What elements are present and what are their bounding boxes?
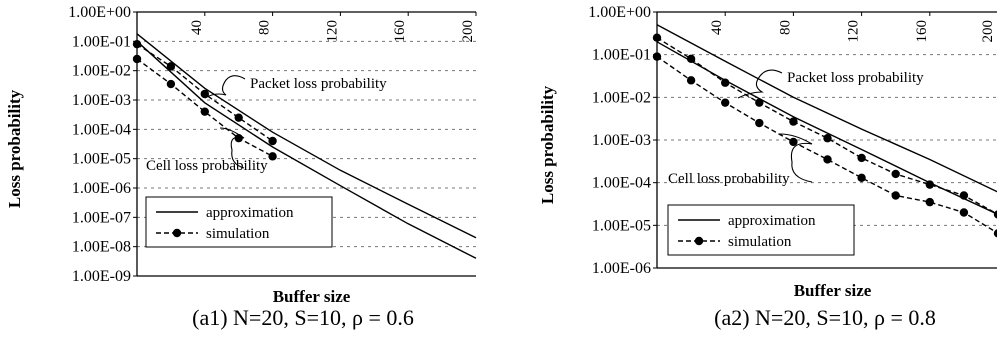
data-point — [200, 89, 209, 99]
legend-box — [667, 204, 855, 256]
x-tick-label: 160 — [392, 20, 408, 43]
series-line-approximation-cell — [136, 40, 477, 259]
annotation-label: Cell loss probability — [146, 158, 268, 174]
chart-2: 1.00E+00 1.00E-01 1.00E-02 1.00E-03 1.00E-04… — [538, 4, 997, 330]
data-point — [686, 76, 696, 85]
y-tick-label: 1.00E-03 — [592, 132, 651, 149]
chart-caption: (a2) N=20, S=10, ρ = 0.8 — [714, 305, 936, 330]
series-line-approximation-packet — [656, 24, 997, 193]
y-tick-label: 1.00E-06 — [72, 180, 131, 197]
data-point — [166, 79, 176, 89]
x-tick-label: 40 — [709, 20, 725, 35]
annotation-bracket — [779, 133, 813, 183]
legend-marker — [694, 236, 704, 246]
annotation-label: Cell loss probability — [668, 171, 790, 187]
y-tick-label: 1.00E-05 — [72, 151, 131, 168]
legend-label: simulation — [728, 234, 792, 250]
data-point — [686, 54, 696, 64]
chart-1: 1.00E+00 1.00E-01 1.00E-02 1.00E-03 1.00E-04… — [5, 4, 477, 330]
y-tick-label: 1.00E-06 — [592, 260, 651, 277]
legend-marker — [172, 228, 182, 238]
data-point — [132, 39, 142, 49]
y-tick-label: 1.00E-01 — [72, 33, 131, 50]
series-line-approximation-cell — [656, 41, 997, 215]
series-line-simulation-cell — [136, 58, 273, 157]
y-tick-label: 1.00E-03 — [72, 92, 131, 109]
x-tick-label: 40 — [189, 20, 205, 35]
data-point — [166, 62, 176, 71]
data-point — [789, 137, 798, 147]
data-point — [755, 98, 764, 107]
y-tick-label: 1.00E-08 — [72, 239, 131, 256]
y-tick-label: 1.00E-01 — [592, 47, 651, 64]
y-tick-label: 1.00E-02 — [592, 89, 651, 106]
y-axis-title: Loss probability — [5, 89, 24, 208]
data-point — [925, 197, 934, 207]
data-point — [234, 133, 243, 143]
annotation-bracket — [204, 75, 246, 99]
legend-label: approximation — [728, 213, 816, 229]
data-point — [132, 54, 142, 64]
data-point — [925, 180, 934, 189]
data-point — [823, 155, 832, 164]
data-point — [823, 134, 832, 143]
y-axis-title: Loss probability — [538, 85, 557, 204]
series-line-simulation-packet — [656, 37, 997, 215]
annotation-label: Packet loss probability — [787, 70, 924, 86]
data-point — [857, 153, 866, 163]
annotation-label: Packet loss probability — [250, 76, 387, 92]
data-point — [721, 98, 730, 107]
data-point — [268, 152, 277, 161]
data-point — [959, 208, 969, 217]
legend-label: simulation — [206, 226, 270, 242]
x-tick-label: 120 — [324, 20, 340, 43]
y-tick-label: 1.00E-07 — [72, 209, 131, 226]
annotation-bracket — [219, 127, 245, 169]
x-axis-title: Buffer size — [794, 281, 872, 300]
x-tick-label: 80 — [257, 20, 273, 35]
data-point — [721, 78, 730, 87]
x-axis-title: Buffer size — [273, 287, 351, 306]
data-point — [857, 173, 866, 183]
y-tick-label: 1.00E-04 — [72, 121, 131, 138]
data-point — [234, 113, 243, 122]
legend-box — [145, 196, 333, 248]
x-tick-label: 120 — [846, 20, 862, 43]
annotation-bracket — [737, 69, 783, 99]
data-point — [268, 136, 277, 146]
chart-caption: (a1) N=20, S=10, ρ = 0.6 — [192, 305, 414, 330]
data-point — [891, 169, 900, 179]
y-tick-label: 1.00E-09 — [72, 268, 131, 285]
y-tick-label: 1.00E-02 — [72, 63, 131, 80]
legend-label: approximation — [206, 205, 294, 221]
series-line-simulation-cell — [656, 56, 997, 234]
data-point — [755, 118, 764, 128]
y-tick-label: 1.00E+00 — [588, 4, 651, 21]
data-point — [652, 52, 662, 61]
x-tick-label: 80 — [777, 20, 793, 35]
data-point — [993, 229, 997, 238]
y-tick-label: 1.00E-05 — [592, 217, 651, 234]
y-tick-label: 1.00E+00 — [68, 4, 131, 21]
data-point — [652, 33, 662, 42]
series-line-approximation-packet — [136, 33, 477, 239]
data-point — [959, 191, 969, 200]
x-tick-label: 200 — [460, 20, 476, 43]
data-point — [891, 191, 900, 200]
data-point — [993, 210, 997, 219]
data-point — [200, 107, 209, 116]
data-point — [789, 117, 798, 126]
x-tick-label: 160 — [914, 20, 930, 43]
y-tick-label: 1.00E-04 — [592, 175, 651, 192]
x-tick-label: 200 — [980, 20, 996, 43]
